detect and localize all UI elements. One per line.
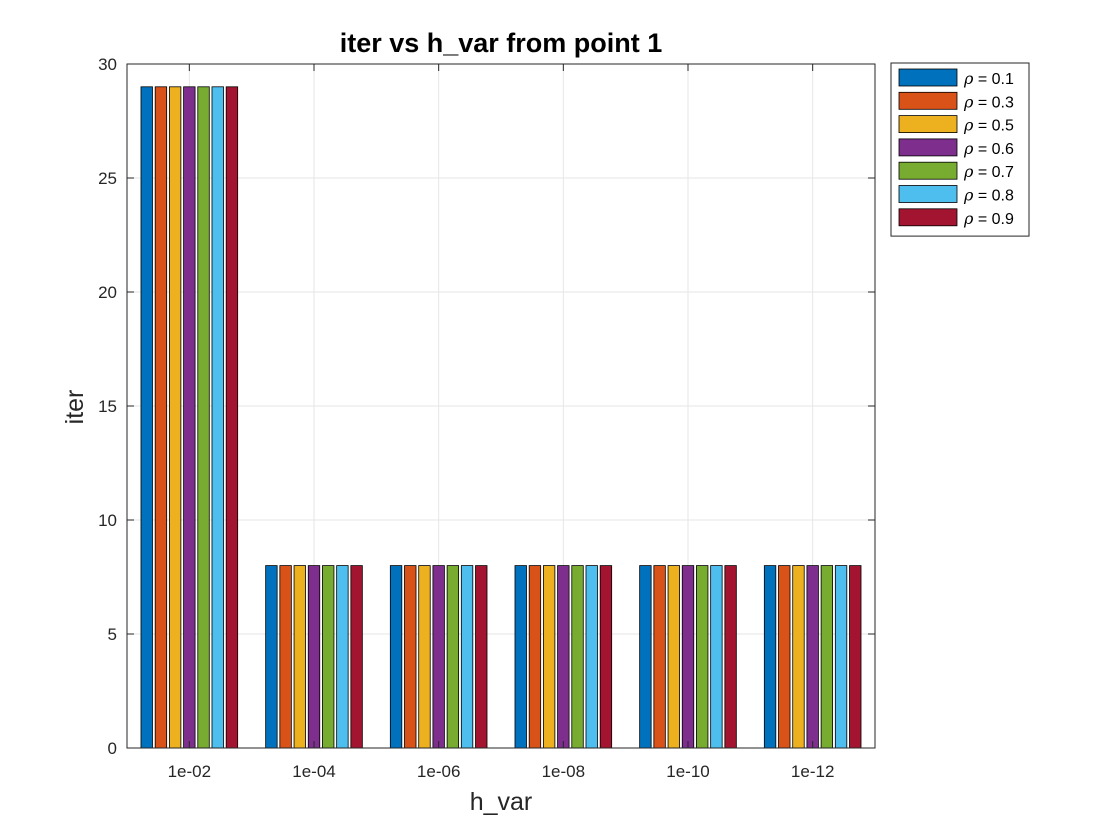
bar-0.5-1e-10	[667, 565, 680, 749]
bar-0.7-1e-06	[446, 565, 460, 749]
bar-0.8-1e-10	[710, 565, 723, 749]
legend-swatch-0.7	[898, 161, 958, 180]
y-tick-label: 15	[98, 397, 117, 416]
bar-0.6-1e-02	[183, 86, 196, 749]
bar-0.1-1e-04	[265, 565, 278, 749]
bar-0.8-1e-12	[834, 565, 848, 749]
bar-0.8-1e-06	[460, 565, 474, 749]
x-tick-label: 1e-02	[168, 762, 211, 781]
x-tick-label: 1e-04	[292, 762, 335, 781]
legend-swatch-0.3	[898, 91, 958, 110]
x-tick-label: 1e-06	[417, 762, 460, 781]
bar-0.3-1e-08	[528, 565, 542, 749]
bar-0.6-1e-08	[557, 565, 570, 749]
bar-0.7-1e-12	[820, 565, 834, 749]
bar-0.5-1e-02	[168, 86, 182, 749]
legend-swatch-0.5	[898, 115, 958, 133]
bar-0.7-1e-10	[696, 565, 709, 749]
bar-0.5-1e-08	[542, 565, 556, 749]
x-tick-label: 1e-08	[542, 762, 585, 781]
chart-title: iter vs h_var from point 1	[340, 28, 663, 58]
legend-entry-0.1: ρ = 0.1	[963, 69, 1014, 88]
bar-0.9-1e-02	[225, 86, 239, 749]
bar-0.9-1e-06	[475, 565, 488, 749]
y-tick-label: 30	[98, 55, 117, 74]
legend-entry-0.6: ρ = 0.6	[963, 139, 1014, 158]
y-tick-label: 0	[108, 739, 117, 758]
bar-0.5-1e-04	[293, 565, 306, 749]
y-tick-label: 5	[108, 625, 117, 644]
legend-entry-0.8: ρ = 0.8	[963, 186, 1014, 205]
bar-0.3-1e-12	[778, 565, 791, 749]
legend-entry-0.5: ρ = 0.5	[963, 116, 1014, 135]
bar-0.6-1e-06	[432, 565, 445, 749]
bar-0.9-1e-04	[350, 565, 363, 749]
bar-0.3-1e-10	[653, 565, 666, 749]
x-tick-label: 1e-10	[666, 762, 709, 781]
legend-entry-0.3: ρ = 0.3	[963, 92, 1014, 111]
bar-0.1-1e-02	[140, 86, 153, 749]
bar-0.5-1e-06	[418, 565, 431, 749]
legend-swatch-0.8	[898, 185, 958, 203]
bar-0.5-1e-12	[792, 565, 805, 749]
bar-0.3-1e-04	[279, 565, 292, 749]
bars-group	[140, 86, 862, 749]
axes	[126, 63, 876, 749]
legend-entry-0.9: ρ = 0.9	[963, 209, 1014, 228]
bar-0.7-1e-02	[197, 86, 210, 749]
bar-0.7-1e-04	[322, 565, 335, 749]
bar-0.3-1e-06	[404, 565, 417, 749]
bar-0.3-1e-02	[154, 86, 168, 749]
y-tick-label: 20	[98, 283, 117, 302]
bar-0.6-1e-10	[681, 565, 695, 749]
legend-entry-0.7: ρ = 0.7	[963, 162, 1014, 181]
y-tick-label: 10	[98, 511, 117, 530]
x-axis-title: h_var	[470, 788, 533, 816]
y-tick-label: 25	[98, 169, 117, 188]
bar-0.8-1e-04	[336, 565, 349, 749]
legend-swatch-0.1	[898, 68, 958, 87]
bar-0.8-1e-08	[585, 565, 598, 749]
legend-swatch-0.9	[898, 208, 958, 227]
x-tick-label: 1e-12	[791, 762, 834, 781]
y-axis-title: iter	[61, 390, 89, 425]
bar-0.1-1e-08	[514, 565, 527, 749]
bar-0.9-1e-12	[849, 565, 862, 749]
bar-0.8-1e-02	[211, 86, 224, 749]
bar-0.9-1e-08	[599, 565, 613, 749]
bar-0.9-1e-10	[724, 565, 737, 749]
bar-0.6-1e-12	[806, 565, 819, 749]
legend: ρ = 0.1 ρ = 0.3 ρ = 0.5 ρ = 0.6 ρ = 0.7 ρ = 0…	[890, 62, 1030, 237]
legend-swatch-0.6	[898, 138, 958, 157]
bar-0.1-1e-10	[639, 565, 652, 749]
tick-labels: 0 5 10 15 20 25 30 1e-02 1e-04 1e-06 1e-08 1e-10 1e-…	[98, 55, 834, 781]
bar-0.6-1e-04	[307, 565, 321, 749]
bar-0.1-1e-12	[763, 565, 777, 749]
bar-0.1-1e-06	[389, 565, 403, 749]
bar-0.7-1e-08	[571, 565, 584, 749]
